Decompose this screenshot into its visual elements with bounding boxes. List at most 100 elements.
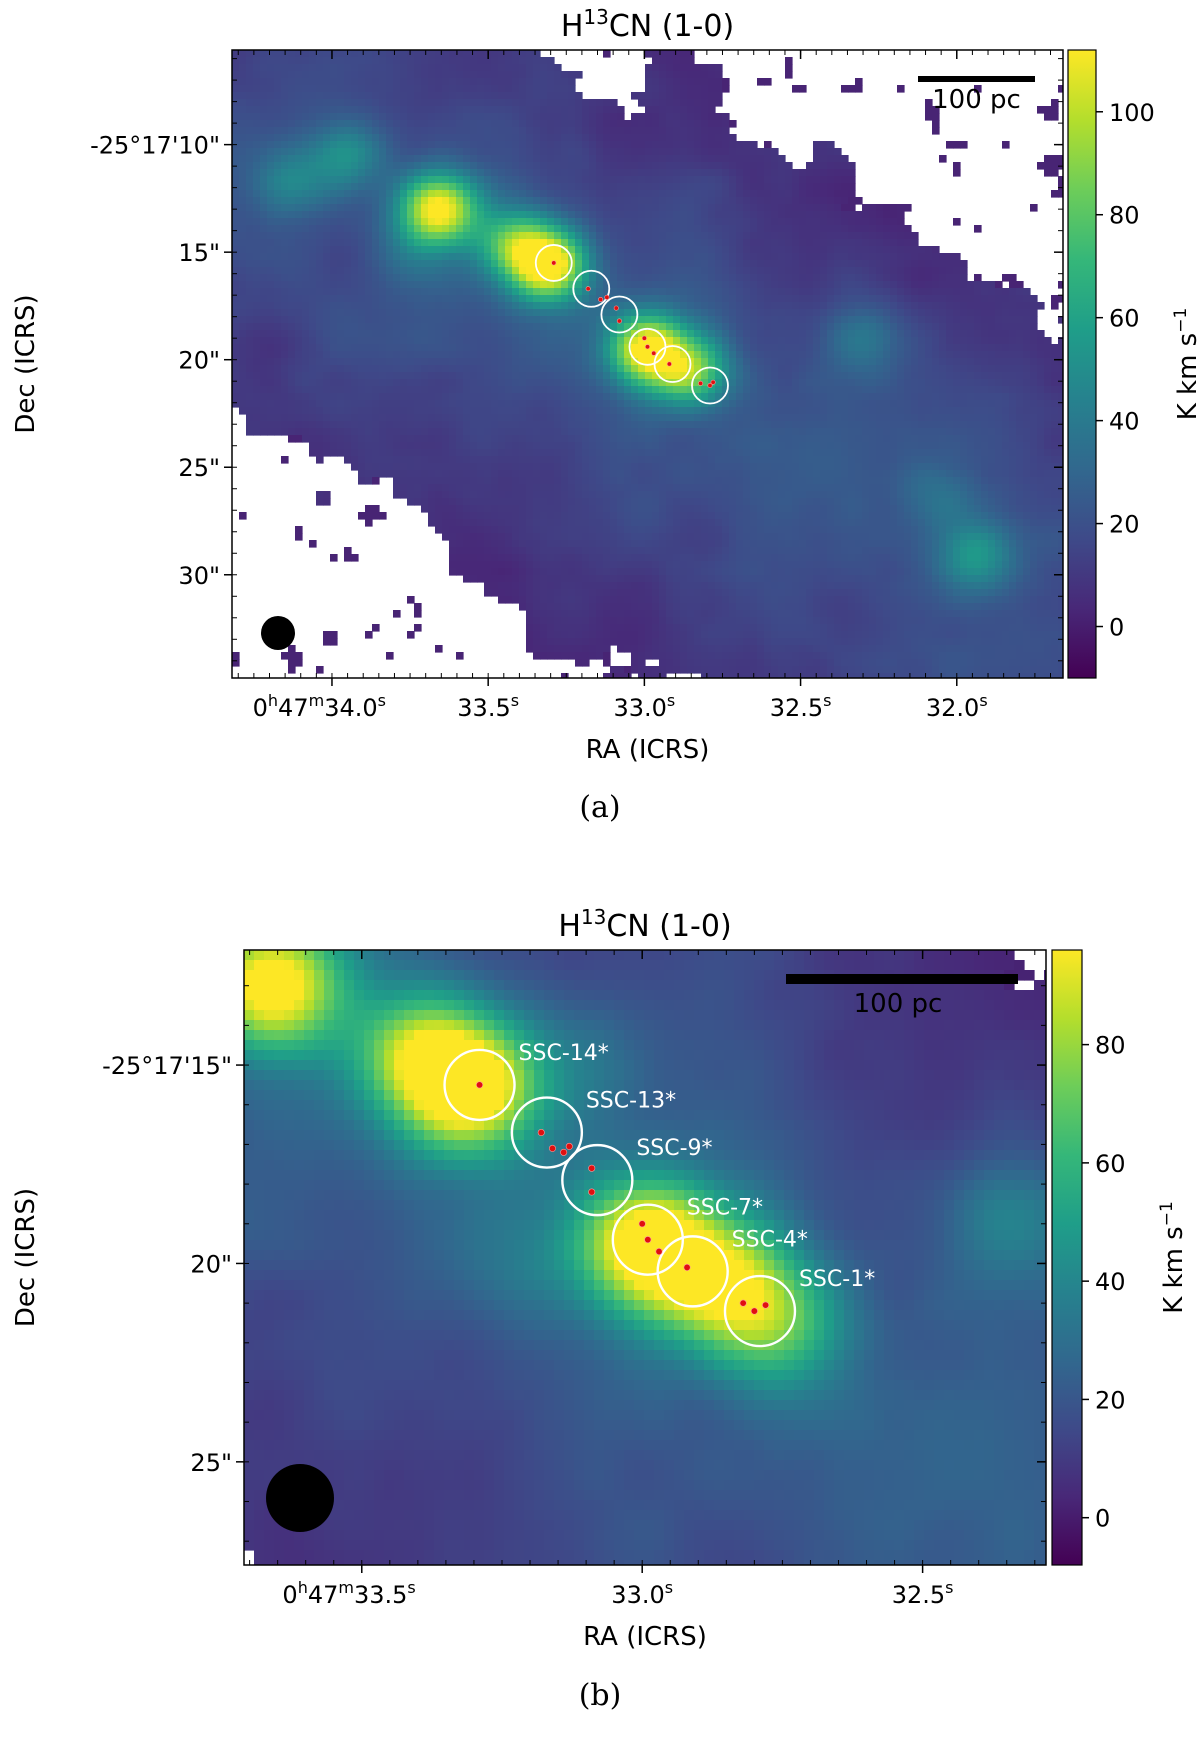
map-cell [659, 386, 667, 394]
map-cell [603, 407, 611, 415]
map-cell [911, 351, 919, 359]
map-cell [400, 120, 408, 128]
map-cell [519, 379, 527, 387]
map-cell [883, 344, 891, 352]
map-cell [505, 337, 513, 345]
map-cell [1023, 288, 1031, 296]
map-cell [260, 267, 268, 275]
map-cell [414, 211, 422, 219]
map-cell [687, 225, 695, 233]
map-cell [302, 309, 310, 317]
map-cell [631, 379, 639, 387]
map-cell [575, 225, 583, 233]
map-cell [589, 351, 597, 359]
map-cell [232, 386, 240, 394]
map-cell [253, 414, 261, 422]
map-cell [708, 197, 716, 205]
map-cell [344, 169, 352, 177]
map-cell [421, 169, 429, 177]
map-cell [764, 267, 772, 275]
map-cell [316, 337, 324, 345]
map-cell [449, 386, 457, 394]
map-cell [309, 71, 317, 79]
map-cell [897, 225, 905, 233]
map-cell [827, 358, 835, 366]
map-cell [666, 302, 674, 310]
map-cell [323, 225, 331, 233]
map-cell [925, 113, 933, 121]
map-cell [575, 393, 583, 401]
map-cell [337, 344, 345, 352]
map-cell [442, 267, 450, 275]
map-cell [575, 253, 583, 261]
map-cell [477, 400, 485, 408]
map-cell [246, 260, 254, 268]
map-cell [575, 323, 583, 331]
map-cell [484, 113, 492, 121]
map-cell [372, 57, 380, 65]
map-cell [253, 162, 261, 170]
map-cell [316, 246, 324, 254]
map-cell [512, 106, 520, 114]
map-cell [372, 372, 380, 380]
map-cell [645, 365, 653, 373]
map-cell [1051, 302, 1059, 310]
map-cell [491, 141, 499, 149]
map-cell [533, 246, 541, 254]
map-cell [505, 92, 513, 100]
map-cell [694, 309, 702, 317]
map-cell [547, 190, 555, 198]
map-cell [827, 393, 835, 401]
map-cell [232, 393, 240, 401]
map-cell [687, 253, 695, 261]
map-cell [820, 358, 828, 366]
map-cell [351, 106, 359, 114]
map-cell [302, 155, 310, 163]
map-cell [484, 260, 492, 268]
map-cell [232, 295, 240, 303]
map-cell [554, 407, 562, 415]
map-cell [694, 113, 702, 121]
map-cell [848, 183, 856, 191]
map-cell [393, 190, 401, 198]
map-cell [904, 344, 912, 352]
map-cell [470, 106, 478, 114]
map-cell [841, 351, 849, 359]
map-cell [960, 358, 968, 366]
map-cell [792, 372, 800, 380]
map-cell [407, 323, 415, 331]
map-cell [379, 183, 387, 191]
map-cell [302, 120, 310, 128]
map-cell [785, 337, 793, 345]
map-cell [316, 106, 324, 114]
map-cell [582, 393, 590, 401]
map-cell [729, 120, 737, 128]
map-cell [344, 232, 352, 240]
map-cell [449, 225, 457, 233]
map-cell [407, 309, 415, 317]
map-cell [603, 351, 611, 359]
map-cell [316, 281, 324, 289]
map-cell [449, 288, 457, 296]
map-cell [463, 379, 471, 387]
map-cell [526, 211, 534, 219]
map-cell [645, 183, 653, 191]
map-cell [694, 106, 702, 114]
map-cell [680, 176, 688, 184]
map-cell [778, 204, 786, 212]
map-cell [323, 295, 331, 303]
map-cell [232, 169, 240, 177]
map-cell [407, 407, 415, 415]
map-cell [631, 127, 639, 135]
map-cell [477, 127, 485, 135]
map-cell [526, 295, 534, 303]
map-cell [302, 218, 310, 226]
map-cell [456, 190, 464, 198]
map-cell [372, 155, 380, 163]
map-cell [967, 358, 975, 366]
map-cell [470, 71, 478, 79]
map-cell [407, 232, 415, 240]
map-cell [904, 386, 912, 394]
map-cell [421, 407, 429, 415]
map-cell [428, 330, 436, 338]
